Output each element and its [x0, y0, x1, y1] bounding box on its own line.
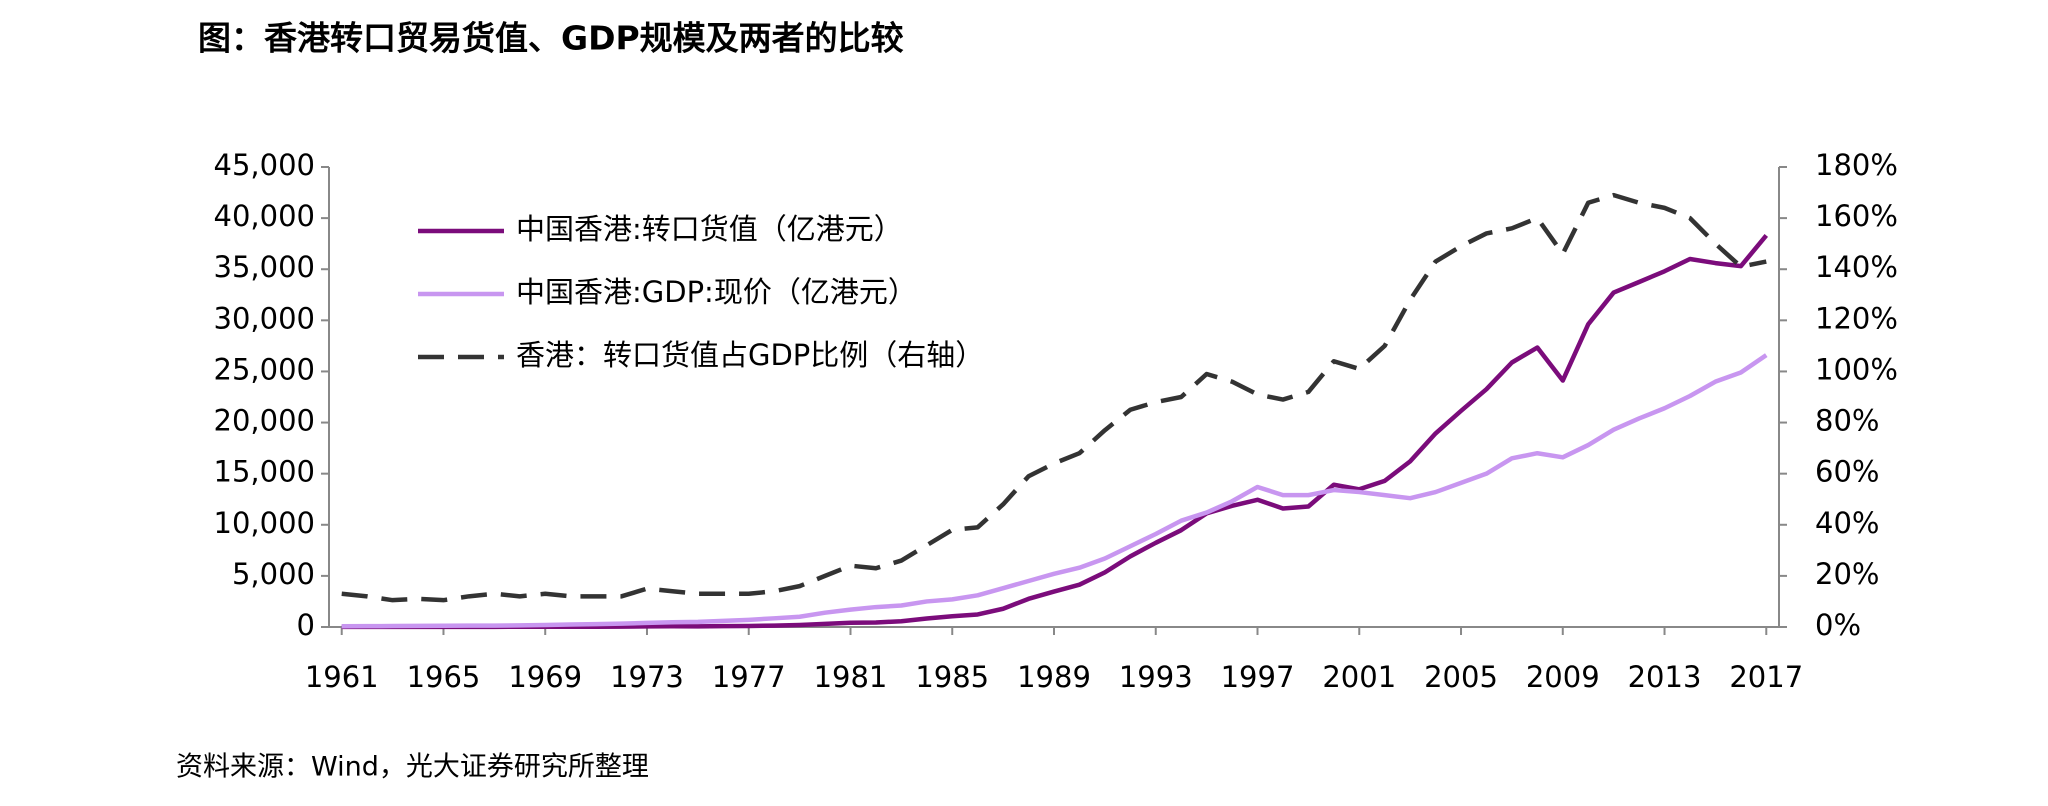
x-tick-label: 1981 — [814, 660, 888, 694]
x-tick-label: 1961 — [305, 660, 379, 694]
y2-tick-label: 60% — [1815, 455, 1879, 489]
y-tick-label: 20,000 — [214, 404, 315, 438]
y2-tick-label: 0% — [1815, 608, 1861, 642]
y-tick-label: 40,000 — [214, 199, 315, 233]
y-tick-label: 30,000 — [214, 301, 315, 335]
y-tick-label: 45,000 — [214, 148, 315, 182]
x-tick-label: 2005 — [1424, 660, 1498, 694]
series-line — [341, 234, 1769, 630]
y-tick-label: 35,000 — [214, 250, 315, 284]
x-tick-label: 2009 — [1526, 660, 1600, 694]
source-note: 资料来源：Wind，光大证券研究所整理 — [176, 752, 649, 783]
y2-tick-label: 80% — [1815, 404, 1879, 438]
x-tick-label: 1989 — [1017, 660, 1091, 694]
x-tick-label: 1977 — [712, 660, 786, 694]
y-tick-label: 25,000 — [214, 352, 315, 386]
x-tick-label: 1973 — [610, 660, 684, 694]
chart-title: 图：香港转口贸易货值、GDP规模及两者的比较 — [198, 19, 904, 58]
x-tick-label: 1985 — [915, 660, 989, 694]
y2-tick-label: 100% — [1815, 352, 1898, 386]
x-tick-label: 1965 — [407, 660, 481, 694]
y-tick-label: 0 — [297, 608, 315, 642]
x-tick-label: 2017 — [1729, 660, 1803, 694]
y2-tick-label: 140% — [1815, 250, 1898, 284]
y-tick-label: 10,000 — [214, 506, 315, 540]
y-tick-label: 15,000 — [214, 455, 315, 489]
legend-label: 香港：转口货值占GDP比例（右轴） — [516, 338, 984, 372]
y2-tick-label: 160% — [1815, 199, 1898, 233]
legend-label: 中国香港:转口货值（亿港元） — [516, 212, 903, 246]
x-tick-label: 1969 — [508, 660, 582, 694]
legend-label: 中国香港:GDP:现价（亿港元） — [516, 275, 917, 309]
x-tick-label: 1993 — [1119, 660, 1193, 694]
y2-tick-label: 20% — [1815, 557, 1879, 591]
y2-tick-label: 180% — [1815, 148, 1898, 182]
x-tick-label: 2013 — [1628, 660, 1702, 694]
x-tick-label: 2001 — [1322, 660, 1396, 694]
series-line — [341, 353, 1768, 629]
x-tick-label: 1997 — [1221, 660, 1295, 694]
y2-tick-label: 40% — [1815, 506, 1879, 540]
series-line — [341, 192, 1767, 603]
y-tick-label: 5,000 — [232, 557, 315, 591]
y2-tick-label: 120% — [1815, 301, 1898, 335]
